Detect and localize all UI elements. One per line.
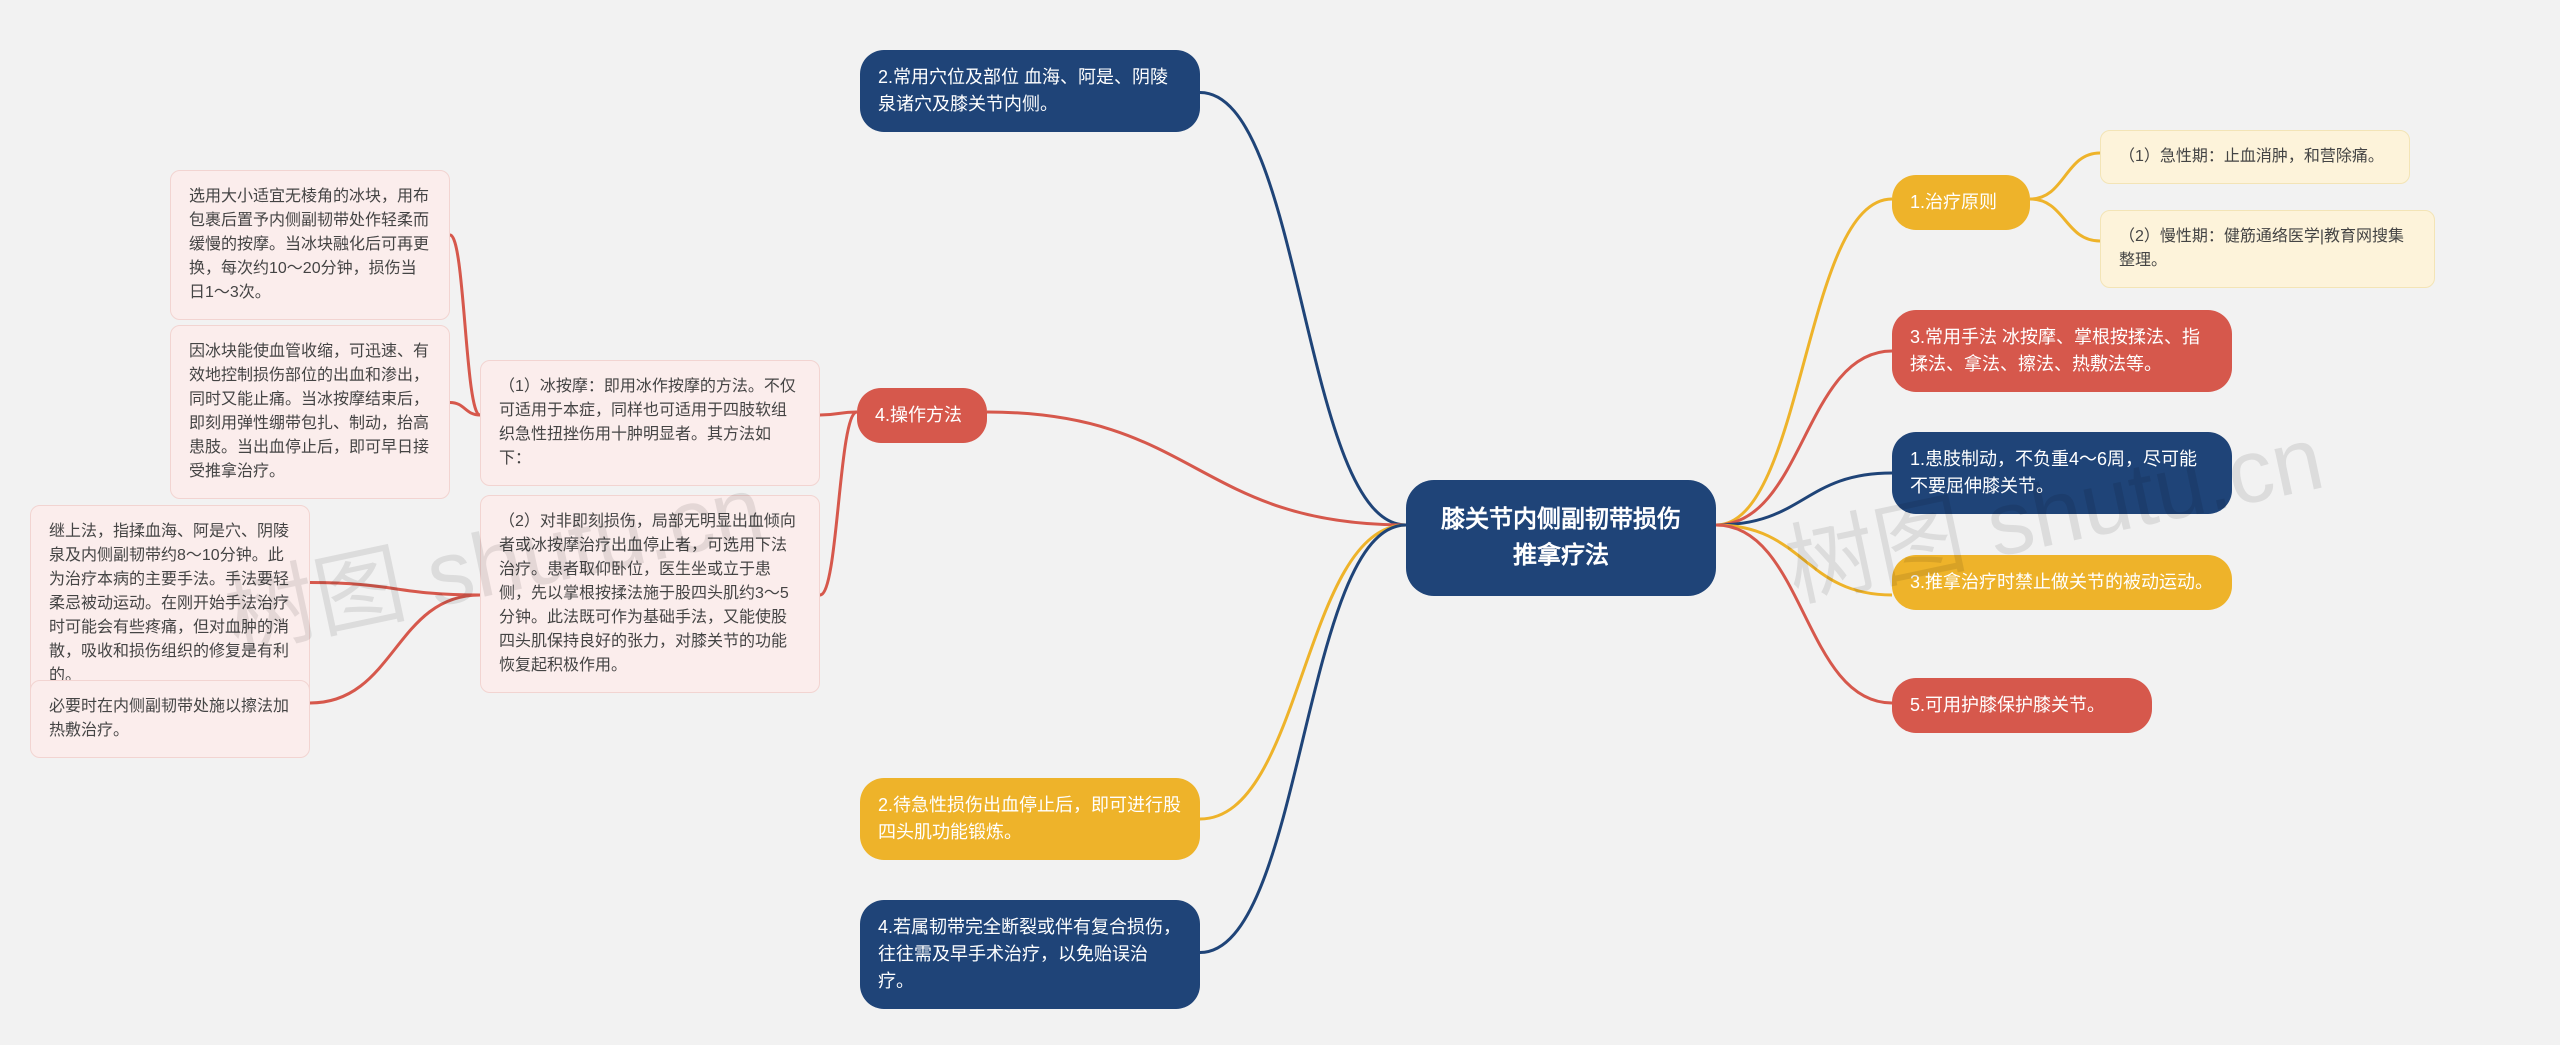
node-n1p1[interactable]: （1）急性期：止血消肿，和营除痛。 — [2100, 130, 2410, 184]
node-n5protector[interactable]: 5.可用护膝保护膝关节。 — [1892, 678, 2152, 733]
link — [310, 583, 480, 596]
link — [450, 403, 480, 416]
node-n4method[interactable]: 4.操作方法 — [857, 388, 987, 443]
node-n4m2[interactable]: （2）对非即刻损伤，局部无明显出血倾向者或冰按摩治疗出血停止者，可选用下法治疗。… — [480, 495, 820, 693]
link — [450, 235, 480, 415]
node-n2stop[interactable]: 2.待急性损伤出血停止后，即可进行股四头肌功能锻炼。 — [860, 778, 1200, 860]
node-n1principle[interactable]: 1.治疗原则 — [1892, 175, 2030, 230]
center-node[interactable]: 膝关节内侧副韧带损伤推拿疗法 — [1406, 480, 1716, 596]
node-n2pts[interactable]: 2.常用穴位及部位 血海、阿是、阴陵泉诸穴及膝关节内侧。 — [860, 50, 1200, 132]
node-n4m1b[interactable]: 因冰块能使血管收缩，可迅速、有效地控制损伤部位的出血和渗出，同时又能止痛。当冰按… — [170, 325, 450, 499]
link — [1716, 525, 1892, 595]
link — [820, 412, 857, 415]
node-n1p2[interactable]: （2）慢性期：健筋通络医学|教育网搜集整理。 — [2100, 210, 2435, 288]
link — [820, 412, 857, 595]
link — [1200, 525, 1406, 953]
node-n4m2b[interactable]: 必要时在内侧副韧带处施以擦法加热敷治疗。 — [30, 680, 310, 758]
node-n4break[interactable]: 4.若属韧带完全断裂或伴有复合损伤，往往需及早手术治疗，以免贻误治疗。 — [860, 900, 1200, 1009]
link — [2030, 199, 2100, 241]
link — [1716, 199, 1892, 525]
link — [1200, 93, 1406, 526]
node-n3methods[interactable]: 3.常用手法 冰按摩、掌根按揉法、指揉法、拿法、擦法、热敷法等。 — [1892, 310, 2232, 392]
link — [1716, 473, 1892, 525]
node-n4m1[interactable]: （1）冰按摩：即用冰作按摩的方法。不仅可适用于本症，同样也可适用于四肢软组织急性… — [480, 360, 820, 486]
link — [310, 595, 480, 703]
link — [1716, 351, 1892, 525]
link — [1200, 525, 1406, 819]
node-n4m2a[interactable]: 继上法，指揉血海、阿是穴、阴陵泉及内侧副韧带约8～10分钟。此为治疗本病的主要手… — [30, 505, 310, 703]
node-n4m1a[interactable]: 选用大小适宜无棱角的冰块，用布包裹后置予内侧副韧带处作轻柔而缓慢的按摩。当冰块融… — [170, 170, 450, 320]
link — [987, 412, 1406, 525]
link — [1716, 525, 1892, 703]
link — [2030, 153, 2100, 199]
node-n1immobile[interactable]: 1.患肢制动，不负重4～6周，尽可能不要屈伸膝关节。 — [1892, 432, 2232, 514]
node-n3forbid[interactable]: 3.推拿治疗时禁止做关节的被动运动。 — [1892, 555, 2232, 610]
